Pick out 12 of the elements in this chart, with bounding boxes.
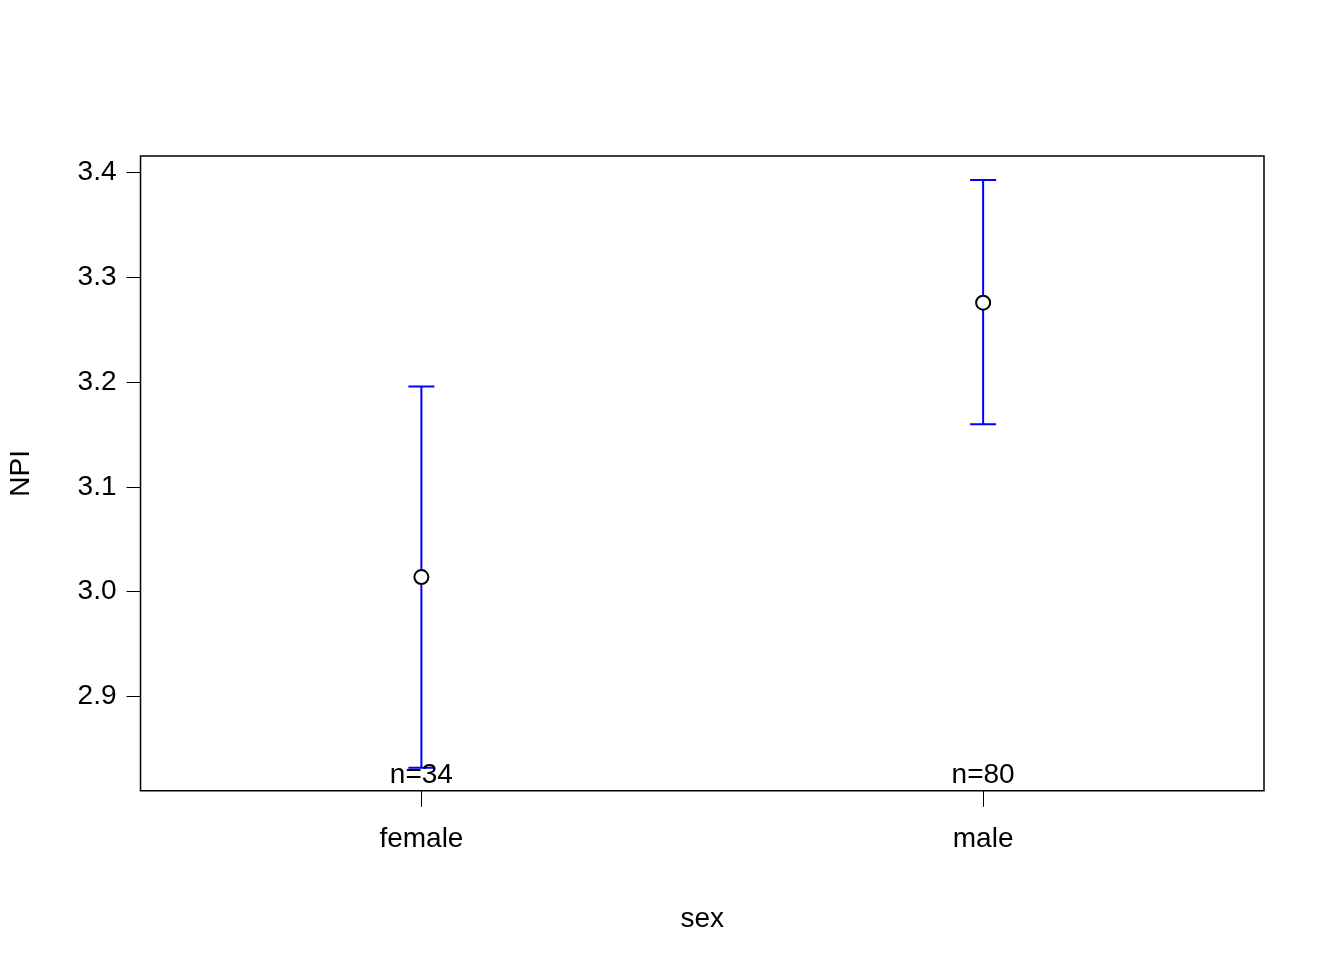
x-axis-title: sex: [680, 901, 725, 933]
y-tick-label: 3.4: [77, 155, 117, 187]
y-tick-label: 3.1: [77, 469, 117, 501]
y-tick-label: 3.3: [77, 260, 117, 292]
annotation: n=34: [389, 757, 453, 789]
x-tick-label: male: [952, 822, 1014, 854]
y-axis-title: NPI: [3, 450, 35, 497]
annotation: n=80: [951, 757, 1015, 789]
y-tick-label: 2.9: [77, 679, 117, 711]
y-tick-label: 3.2: [77, 364, 117, 396]
y-tick-label: 3.0: [77, 574, 117, 606]
x-tick-label: female: [379, 822, 464, 854]
